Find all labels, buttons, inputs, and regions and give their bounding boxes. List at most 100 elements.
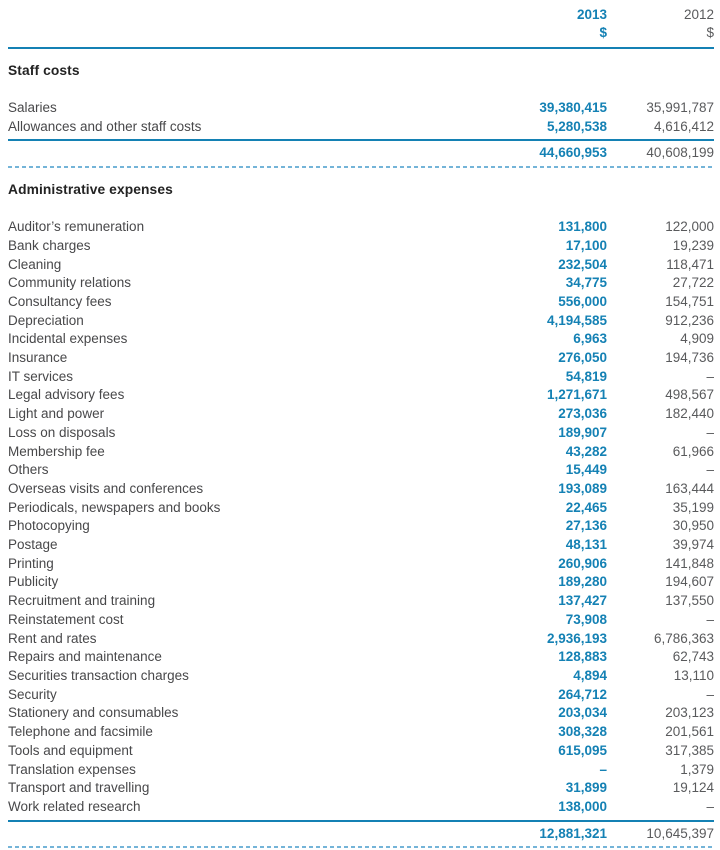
section-title: Staff costs	[8, 63, 80, 78]
expense-label: Telephone and facsimile	[8, 724, 153, 740]
statement-section: Administrative expenses Auditor’s remune…	[8, 180, 714, 849]
expense-value-2013: –	[599, 761, 607, 777]
section-title: Administrative expenses	[8, 182, 173, 198]
expense-label: Printing	[8, 555, 54, 571]
expense-value-2012: 6,786,363	[653, 630, 714, 646]
expense-label: Light and power	[8, 406, 105, 422]
expense-row: Others 15,449 –	[8, 461, 714, 480]
expense-row: Work related research 138,000 –	[8, 798, 714, 817]
expense-value-2012: 39,974	[672, 537, 714, 553]
expense-row: Postage 48,131 39,974	[8, 536, 714, 555]
expense-value-2013: 4,194,585	[546, 312, 607, 328]
expense-row: Publicity 189,280 194,607	[8, 573, 714, 592]
expense-label: Security	[8, 686, 57, 702]
expense-label: Translation expenses	[8, 761, 136, 777]
expense-label: Rent and rates	[8, 630, 97, 646]
expense-row: Repairs and maintenance 128,883 62,743	[8, 648, 714, 667]
expense-value-2012: 19,124	[672, 780, 714, 796]
expense-label: Publicity	[8, 574, 59, 590]
expense-row: Recruitment and training 137,427 137,550	[8, 592, 714, 611]
expense-label: Others	[8, 462, 49, 478]
expense-row: Security 264,712 –	[8, 686, 714, 705]
expense-value-2012: 122,000	[665, 219, 714, 235]
expense-label: Cleaning	[8, 256, 62, 272]
expense-row: Insurance 276,050 194,736	[8, 349, 714, 368]
expense-value-2012: 201,561	[665, 724, 714, 740]
expense-value-2013: 273,036	[558, 406, 607, 422]
expense-label: IT services	[8, 368, 74, 384]
expense-value-2013: 264,712	[558, 686, 607, 702]
expense-value-2013: 34,775	[565, 275, 607, 291]
expense-value-2012: 27,722	[672, 275, 714, 291]
expense-row: Cleaning 232,504 118,471	[8, 256, 714, 275]
expense-label: Stationery and consumables	[8, 705, 179, 721]
expense-value-2012: –	[706, 686, 714, 702]
expense-value-2012: 4,909	[680, 331, 714, 347]
expense-value-2012: 203,123	[665, 705, 714, 721]
expense-value-2013: 73,908	[565, 611, 607, 627]
expense-label: Postage	[8, 537, 58, 553]
expense-row: Photocopying 27,136 30,950	[8, 517, 714, 536]
column-currency-headers: $ $	[8, 24, 714, 42]
expense-value-2012: 4,616,412	[653, 118, 714, 134]
expense-row: Light and power 273,036 182,440	[8, 405, 714, 424]
expense-label: Periodicals, newspapers and books	[8, 499, 221, 515]
sections-container: Staff costs Salaries 39,380,415 35,991,7…	[8, 61, 714, 849]
year-2013-header: 2013	[576, 7, 607, 22]
expense-label: Tools and equipment	[8, 742, 133, 758]
expense-label: Photocopying	[8, 518, 90, 534]
currency-2013-header: $	[599, 24, 607, 40]
currency-2012-header: $	[706, 24, 714, 40]
expense-value-2013: 203,034	[558, 705, 607, 721]
expense-row: Securities transaction charges 4,894 13,…	[8, 667, 714, 686]
expense-value-2012: 154,751	[665, 293, 714, 309]
expense-value-2013: 189,280	[558, 574, 607, 590]
expense-label: Loss on disposals	[8, 424, 116, 440]
expense-label: Transport and travelling	[8, 780, 150, 796]
expense-value-2012: 912,236	[665, 312, 714, 328]
expense-value-2012: 141,848	[665, 555, 714, 571]
expense-label: Membership fee	[8, 443, 105, 459]
expense-value-2013: 189,907	[558, 424, 607, 440]
expense-row: Allowances and other staff costs 5,280,5…	[8, 118, 714, 137]
expense-row: Consultancy fees 556,000 154,751	[8, 293, 714, 312]
expense-value-2012: 182,440	[665, 406, 714, 422]
expense-value-2012: 118,471	[666, 256, 714, 272]
expense-label: Bank charges	[8, 237, 91, 253]
expense-value-2013: 4,894	[573, 667, 607, 683]
expense-row: Overseas visits and conferences 193,089 …	[8, 480, 714, 499]
total-divider-line	[8, 819, 714, 822]
expense-value-2012: 13,110	[673, 667, 714, 683]
expense-label: Depreciation	[8, 312, 84, 328]
expense-value-2012: 61,966	[672, 443, 714, 459]
expense-row: Salaries 39,380,415 35,991,787	[8, 99, 714, 118]
expense-value-2012: –	[706, 611, 714, 627]
expense-value-2013: 17,100	[565, 237, 607, 253]
expense-value-2013: 6,963	[573, 331, 607, 347]
expense-label: Work related research	[8, 798, 141, 814]
expense-row: Translation expenses – 1,379	[8, 761, 714, 780]
expense-label: Salaries	[8, 100, 57, 115]
expense-value-2013: 2,936,193	[546, 630, 607, 646]
expense-value-2012: 35,991,787	[646, 100, 714, 115]
expense-value-2012: –	[706, 368, 714, 384]
expense-value-2013: 22,465	[565, 499, 607, 515]
section-total-row: 44,660,953 40,608,199	[8, 144, 714, 163]
section-end-dashed-line	[8, 846, 714, 849]
expense-value-2013: 48,131	[565, 537, 607, 553]
expense-value-2013: 193,089	[558, 480, 607, 496]
expense-row: Transport and travelling 31,899 19,124	[8, 779, 714, 798]
expense-label: Incidental expenses	[8, 331, 128, 347]
expense-row: Bank charges 17,100 19,239	[8, 237, 714, 256]
expense-value-2013: 15,449	[565, 462, 607, 478]
expense-value-2013: 137,427	[558, 593, 607, 609]
expense-row: Periodicals, newspapers and books 22,465…	[8, 499, 714, 518]
total-divider-line	[8, 139, 714, 142]
expense-value-2013: 232,504	[558, 256, 607, 272]
expense-label: Consultancy fees	[8, 293, 112, 309]
expense-label: Securities transaction charges	[8, 667, 189, 683]
total-value-2012: 40,608,199	[646, 145, 714, 161]
expense-label: Community relations	[8, 275, 132, 291]
expense-value-2012: 30,950	[672, 518, 714, 534]
